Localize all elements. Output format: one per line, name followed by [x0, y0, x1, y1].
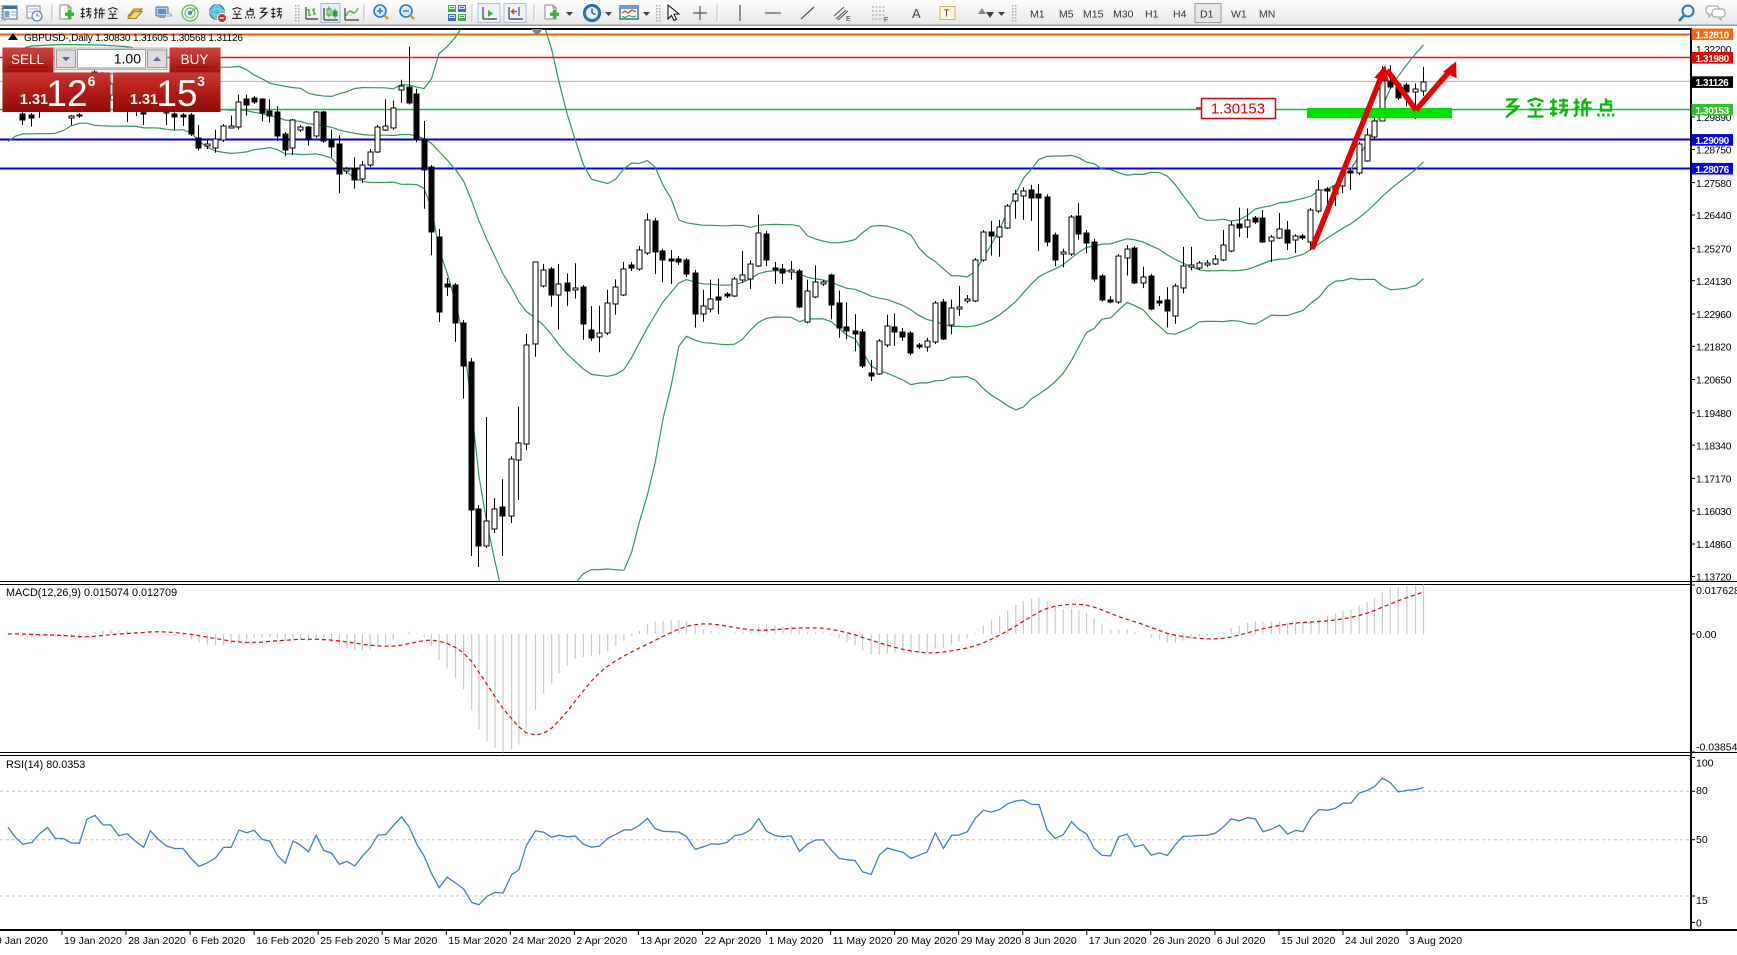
svg-text:SELL: SELL — [11, 52, 45, 67]
svg-text:1.31980: 1.31980 — [1696, 54, 1730, 65]
svg-text:1.27580: 1.27580 — [1696, 179, 1732, 190]
svg-text:2 Apr 2020: 2 Apr 2020 — [576, 935, 627, 947]
svg-text:5 Mar 2020: 5 Mar 2020 — [384, 935, 437, 947]
svg-text:13 Apr 2020: 13 Apr 2020 — [640, 935, 697, 947]
svg-text:H1: H1 — [1145, 9, 1159, 21]
svg-text:25 Feb 2020: 25 Feb 2020 — [320, 935, 379, 947]
svg-text:50: 50 — [1696, 834, 1708, 846]
svg-text:11 May 2020: 11 May 2020 — [833, 935, 893, 947]
svg-text:F: F — [884, 17, 888, 24]
svg-text:1.32200: 1.32200 — [1696, 45, 1732, 56]
svg-text:M5: M5 — [1059, 9, 1074, 21]
svg-text:1.31: 1.31 — [130, 92, 158, 108]
svg-text:MN: MN — [1259, 9, 1275, 21]
svg-text:28 Jan 2020: 28 Jan 2020 — [128, 935, 186, 947]
svg-text:29 May 2020: 29 May 2020 — [961, 935, 1022, 947]
svg-text:H4: H4 — [1173, 9, 1187, 21]
svg-text:1 May 2020: 1 May 2020 — [769, 935, 824, 947]
svg-text:15: 15 — [156, 73, 197, 114]
svg-text:8 Jun 2020: 8 Jun 2020 — [1025, 935, 1077, 947]
svg-text:-0.038549: -0.038549 — [1696, 742, 1737, 754]
svg-text:20 May 2020: 20 May 2020 — [897, 935, 958, 947]
svg-text:1.32810: 1.32810 — [1696, 30, 1730, 41]
svg-text:6 Jul 2020: 6 Jul 2020 — [1217, 935, 1266, 947]
svg-text:1.31126: 1.31126 — [1696, 78, 1730, 89]
svg-text:1.24130: 1.24130 — [1696, 277, 1732, 288]
svg-text:1.25270: 1.25270 — [1696, 245, 1732, 256]
svg-text:1.22960: 1.22960 — [1696, 310, 1732, 321]
svg-text:1.20650: 1.20650 — [1696, 376, 1732, 387]
svg-text:3 Aug 2020: 3 Aug 2020 — [1409, 935, 1462, 947]
svg-text:1.17170: 1.17170 — [1696, 475, 1732, 486]
svg-text:1.30153: 1.30153 — [1696, 106, 1730, 117]
svg-text:16 Feb 2020: 16 Feb 2020 — [256, 935, 315, 947]
svg-text:9 Jan 2020: 9 Jan 2020 — [0, 935, 48, 947]
svg-text:6 Feb 2020: 6 Feb 2020 — [192, 935, 245, 947]
svg-text:100: 100 — [1696, 758, 1714, 770]
svg-text:1.21820: 1.21820 — [1696, 343, 1732, 354]
svg-text:15 Jul 2020: 15 Jul 2020 — [1281, 935, 1335, 947]
svg-text:1.31: 1.31 — [20, 92, 48, 108]
svg-text:M30: M30 — [1113, 9, 1134, 21]
svg-text:1.28750: 1.28750 — [1696, 146, 1732, 157]
svg-text:80: 80 — [1696, 785, 1708, 797]
svg-text:M1: M1 — [1030, 9, 1045, 21]
svg-text:1.19480: 1.19480 — [1696, 409, 1732, 420]
svg-text:0: 0 — [1696, 917, 1702, 929]
svg-text:24 Mar 2020: 24 Mar 2020 — [512, 935, 571, 947]
svg-text:1.16030: 1.16030 — [1696, 507, 1732, 518]
svg-text:1.30153: 1.30153 — [1211, 101, 1265, 118]
svg-text:E: E — [846, 16, 851, 23]
svg-text:GBPUSD-,Daily 1.30830 1.31605: GBPUSD-,Daily 1.30830 1.31605 1.30568 1.… — [24, 33, 243, 44]
svg-text:3: 3 — [197, 73, 205, 89]
svg-text:12: 12 — [46, 73, 87, 114]
svg-text:1.13720: 1.13720 — [1696, 573, 1732, 584]
svg-text:6: 6 — [88, 73, 96, 89]
svg-text:1.00: 1.00 — [114, 51, 141, 67]
svg-text:T: T — [944, 9, 950, 20]
svg-text:22 Apr 2020: 22 Apr 2020 — [705, 935, 762, 947]
svg-text:24 Jul 2020: 24 Jul 2020 — [1345, 935, 1399, 947]
svg-text:15 Mar 2020: 15 Mar 2020 — [448, 935, 507, 947]
svg-text:D1: D1 — [1200, 9, 1214, 21]
svg-text:26 Jun 2020: 26 Jun 2020 — [1153, 935, 1211, 947]
svg-text:17 Jun 2020: 17 Jun 2020 — [1089, 935, 1147, 947]
svg-text:1.26440: 1.26440 — [1696, 211, 1732, 222]
svg-text:0.00: 0.00 — [1696, 629, 1717, 641]
svg-text:1.28076: 1.28076 — [1696, 165, 1730, 176]
svg-text:1.29090: 1.29090 — [1696, 136, 1730, 147]
svg-text:M15: M15 — [1083, 9, 1104, 21]
svg-text:1.18340: 1.18340 — [1696, 441, 1732, 452]
svg-text:MACD(12,26,9) 0.015074 0.01270: MACD(12,26,9) 0.015074 0.012709 — [6, 587, 177, 599]
svg-text:0.017628: 0.017628 — [1696, 585, 1737, 597]
svg-text:RSI(14) 80.0353: RSI(14) 80.0353 — [6, 759, 85, 771]
svg-text:A: A — [912, 6, 921, 21]
svg-text:1.14860: 1.14860 — [1696, 540, 1732, 551]
svg-text:1.29890: 1.29890 — [1696, 113, 1732, 124]
svg-text:W1: W1 — [1231, 9, 1247, 21]
svg-text:15: 15 — [1696, 895, 1708, 907]
svg-text:19 Jan 2020: 19 Jan 2020 — [64, 935, 122, 947]
svg-text:BUY: BUY — [181, 52, 209, 67]
